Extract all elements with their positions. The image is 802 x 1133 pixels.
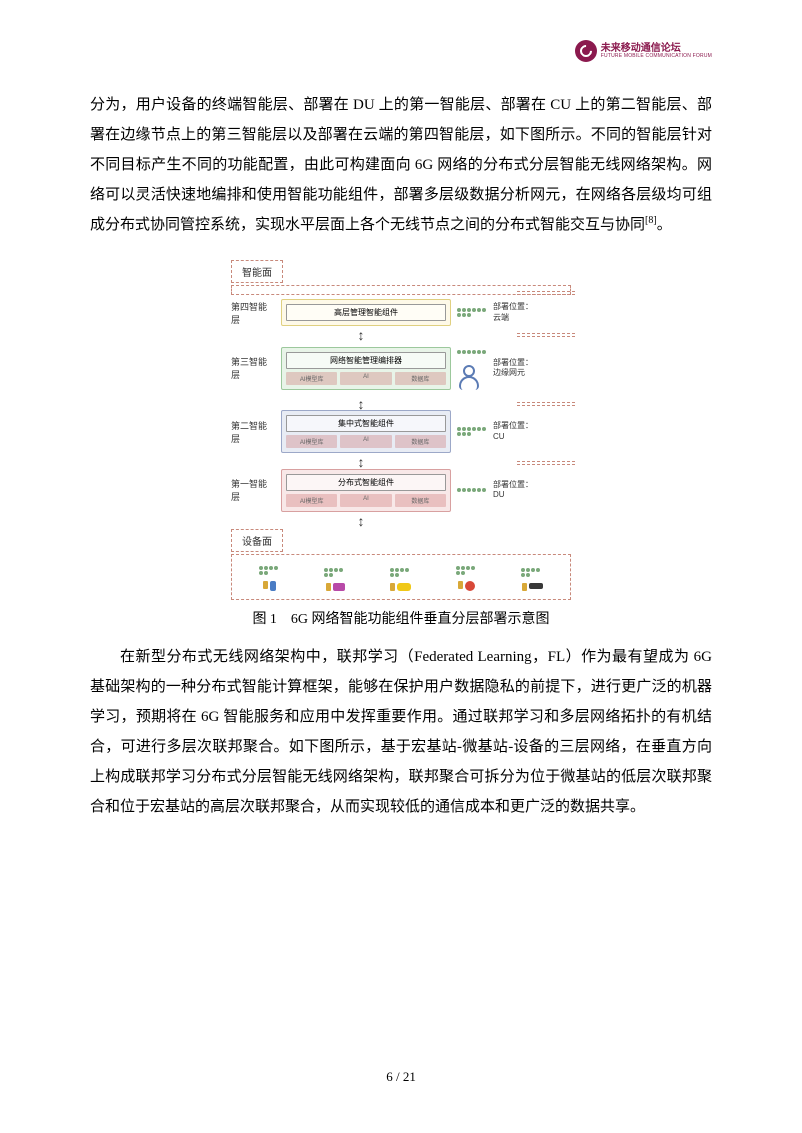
- layer-1-clusters: [457, 479, 487, 501]
- header-logo: 未来移动通信论坛 FUTURE MOBILE COMMUNICATION FOR…: [575, 40, 712, 62]
- layer-3-box: 网络智能管理编排器 AI模型库 AI 数据库: [281, 347, 451, 390]
- drone-icon: [529, 583, 543, 589]
- para1-text: 分为，用户设备的终端智能层、部署在 DU 上的第一智能层、部署在 CU 上的第二…: [90, 97, 712, 233]
- citation-8: [8]: [645, 215, 657, 226]
- para1-end: 。: [657, 217, 672, 233]
- layer-1-box: 分布式智能组件 AI模型库 AI 数据库: [281, 469, 451, 512]
- layer-2-label: 第二智能层: [231, 419, 275, 445]
- cluster-icon: [457, 421, 487, 443]
- layer-2-subs: AI模型库 AI 数据库: [286, 435, 446, 448]
- figure-caption: 图 1 6G 网络智能功能组件垂直分层部署示意图: [90, 608, 712, 628]
- layer-4-box: 高层管理智能组件: [281, 299, 451, 326]
- device-plane-label: 设备面: [231, 529, 283, 552]
- layer-3-label: 第三智能层: [231, 355, 275, 381]
- layer-3-subs: AI模型库 AI 数据库: [286, 372, 446, 385]
- figure-1: 智能面 第四智能层 高层管理智能组件 部署位置： 云端 ↕ 第三智能层 网络智能…: [90, 258, 712, 600]
- paragraph-2: 在新型分布式无线网络架构中，联邦学习（Federated Learning，FL…: [90, 642, 712, 822]
- logo-text: 未来移动通信论坛 FUTURE MOBILE COMMUNICATION FOR…: [601, 44, 712, 59]
- layer-1-label: 第一智能层: [231, 477, 275, 503]
- device-group: [521, 565, 543, 591]
- device-group: [456, 563, 478, 591]
- layer-2-row: 第二智能层 集中式智能组件 AI模型库 AI 数据库 部署位置： CU: [231, 410, 571, 453]
- layer-1-subs: AI模型库 AI 数据库: [286, 494, 446, 507]
- layer-4-comp: 高层管理智能组件: [286, 304, 446, 321]
- layer-3-deploy: 部署位置： 边缘网元: [493, 358, 543, 379]
- page-total: 21: [403, 1069, 416, 1084]
- cluster-icon: [456, 563, 478, 579]
- arrow-icon: ↕: [351, 457, 371, 468]
- intel-plane-label: 智能面: [231, 260, 283, 283]
- layer-1-row: 第一智能层 分布式智能组件 AI模型库 AI 数据库 部署位置： DU: [231, 469, 571, 512]
- arrow-icon: ↕: [351, 399, 371, 410]
- device-group: [259, 563, 281, 591]
- logo-icon: [575, 40, 597, 62]
- diagram: 智能面 第四智能层 高层管理智能组件 部署位置： 云端 ↕ 第三智能层 网络智能…: [231, 258, 571, 600]
- laptop-icon: [333, 583, 345, 591]
- cluster-icon: [390, 565, 412, 581]
- phone-icon: [270, 581, 276, 591]
- layer-4-deploy: 部署位置： 云端: [493, 302, 543, 323]
- person-icon: [457, 365, 481, 395]
- cluster-icon: [457, 341, 487, 363]
- arrow-icon: ↕: [351, 330, 371, 341]
- paragraph-1: 分为，用户设备的终端智能层、部署在 DU 上的第一智能层、部署在 CU 上的第二…: [90, 90, 712, 240]
- cluster-icon: [324, 565, 346, 581]
- logo-cn: 未来移动通信论坛: [601, 44, 712, 54]
- device-group: [324, 565, 346, 591]
- device-row: [234, 559, 568, 595]
- device-group: [390, 565, 412, 591]
- page-sep: /: [393, 1069, 403, 1084]
- layer-1-deploy: 部署位置： DU: [493, 480, 543, 501]
- cluster-icon: [521, 565, 543, 581]
- logo-en: FUTURE MOBILE COMMUNICATION FORUM: [601, 54, 712, 59]
- cluster-icon: [457, 479, 487, 501]
- sensor-icon: [465, 581, 475, 591]
- layer-4-label: 第四智能层: [231, 300, 275, 326]
- layer-2-deploy: 部署位置： CU: [493, 421, 543, 442]
- layer-2-comp: 集中式智能组件: [286, 415, 446, 432]
- cluster-icon: [259, 563, 281, 579]
- layer-3-comp: 网络智能管理编排器: [286, 352, 446, 369]
- car-icon: [397, 583, 411, 591]
- device-plane-box: [231, 554, 571, 600]
- layer-4-row: 第四智能层 高层管理智能组件 部署位置： 云端: [231, 299, 571, 326]
- page-number: 6 / 21: [386, 1069, 416, 1085]
- layer-3-row: 第三智能层 网络智能管理编排器 AI模型库 AI 数据库 部署位置：: [231, 341, 571, 395]
- layer-2-box: 集中式智能组件 AI模型库 AI 数据库: [281, 410, 451, 453]
- cluster-icon: [457, 302, 487, 324]
- layer-1-comp: 分布式智能组件: [286, 474, 446, 491]
- arrow-icon: ↕: [351, 516, 371, 527]
- layer-3-icons: [457, 341, 487, 395]
